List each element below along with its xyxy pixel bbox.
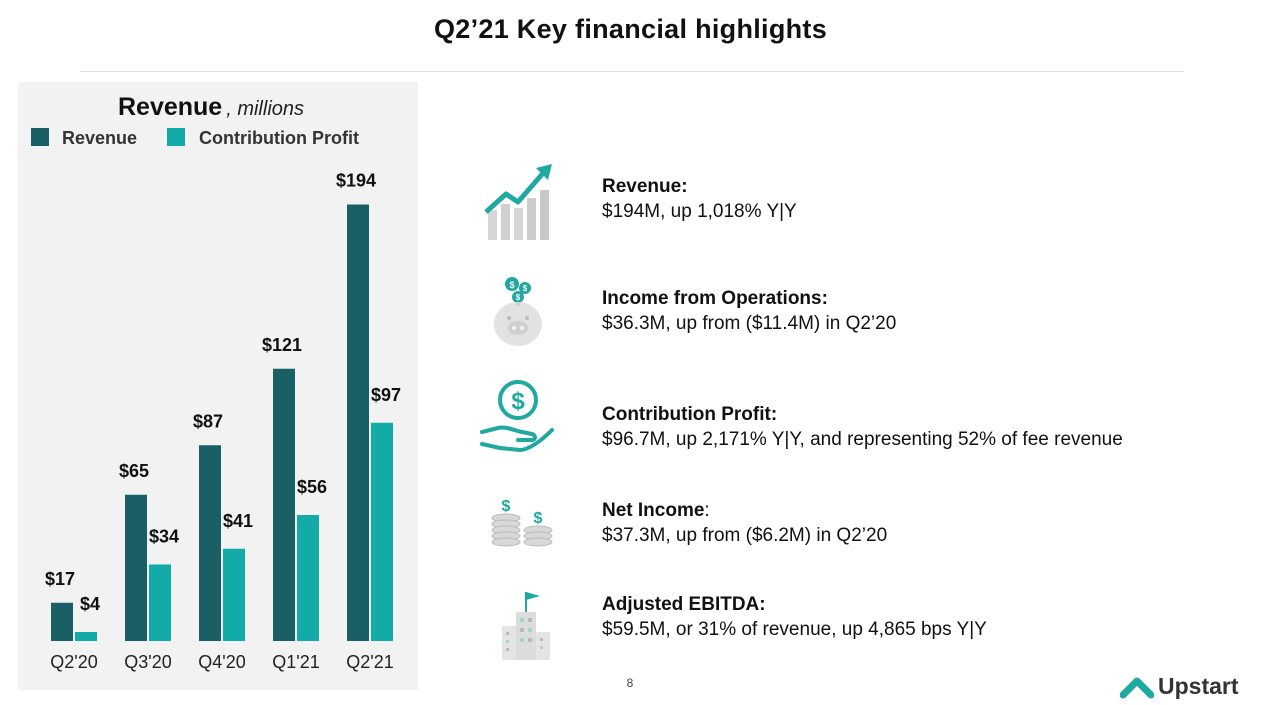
x-tick-label-2: Q4'20 — [198, 652, 245, 672]
building-flag-icon — [502, 592, 550, 660]
highlight-detail: $194M, up 1,018% Y|Y — [602, 201, 797, 222]
x-tick-label-3: Q1'21 — [272, 652, 319, 672]
growth-chart-icon — [484, 164, 552, 240]
svg-text:$: $ — [534, 510, 543, 527]
svg-text:$: $ — [516, 293, 521, 302]
data-label-revenue-2: $87 — [193, 411, 223, 431]
data-label-contribution-profit-3: $56 — [297, 477, 327, 497]
title-divider — [80, 71, 1184, 72]
x-tick-label-1: Q3'20 — [124, 652, 171, 672]
highlight-revenue: Revenue: $194M, up 1,018% Y|Y — [470, 164, 1230, 250]
bar-contribution-profit-3 — [297, 515, 319, 641]
highlight-detail: $96.7M, up 2,171% Y|Y, and representing … — [602, 429, 1123, 450]
highlight-label-separator: : — [704, 500, 710, 521]
highlight-label: Contribution Profit: — [602, 404, 778, 425]
highlight-detail: $37.3M, up from ($6.2M) in Q2’20 — [602, 525, 888, 546]
hand-dollar-icon: $ — [480, 380, 554, 452]
bar-contribution-profit-2 — [223, 548, 245, 641]
data-label-contribution-profit-1: $34 — [149, 527, 179, 547]
legend-swatch-revenue — [31, 128, 49, 146]
bar-revenue-2 — [199, 445, 221, 641]
data-label-revenue-0: $17 — [45, 569, 75, 589]
highlight-label: Net Income — [602, 500, 705, 521]
bar-revenue-0 — [51, 602, 73, 641]
chart-bars: $17$4 Q2'20 $65 $34 Q3'20 $87 $41 Q4'20 $121 $56 Q… — [45, 171, 401, 673]
chart-subtitle: , millions — [226, 98, 304, 120]
svg-text:$: $ — [509, 280, 514, 290]
bar-contribution-profit-4 — [371, 422, 393, 641]
highlight-income-from-operations: $ $ $ Income from Operations: $36.3M, up… — [470, 277, 1230, 360]
upstart-logo-icon — [1120, 677, 1154, 699]
revenue-chart-panel: Revenue, millions Revenue Contribution P… — [18, 82, 418, 690]
svg-text:$: $ — [511, 388, 525, 415]
bar-contribution-profit-0 — [75, 632, 97, 641]
highlight-adjusted-ebitda: Adjusted EBITDA: $59.5M, or 31% of reven… — [470, 590, 1230, 670]
brand-name: Upstart — [1158, 673, 1239, 699]
svg-text:$: $ — [502, 498, 511, 515]
highlight-detail: $59.5M, or 31% of revenue, up 4,865 bps … — [602, 619, 987, 640]
data-label-contribution-profit-2: $41 — [223, 511, 253, 531]
chart-title: Revenue — [118, 93, 222, 121]
highlight-net-income: $ $ Net Income: $37.3M, up from ($6.2M) … — [470, 496, 1230, 576]
x-tick-label-0: Q2'20 — [50, 652, 97, 672]
svg-text:Revenue, millions: Revenue, millions — [118, 93, 304, 121]
bar-revenue-4 — [347, 204, 369, 641]
legend-label-revenue: Revenue — [62, 128, 137, 148]
piggy-bank-icon: $ $ $ — [494, 277, 542, 346]
revenue-bar-chart: Revenue, millions Revenue Contribution P… — [31, 93, 401, 673]
x-tick-label-4: Q2'21 — [346, 652, 393, 672]
highlight-label: Revenue: — [602, 176, 688, 197]
bar-contribution-profit-1 — [149, 564, 171, 641]
data-label-revenue-3: $121 — [262, 335, 302, 355]
highlight-label: Adjusted EBITDA: — [602, 594, 766, 615]
data-label-revenue-4: $194 — [336, 171, 376, 191]
legend-label-contribution-profit: Contribution Profit — [199, 128, 359, 148]
highlight-contribution-profit: $ Contribution Profit: $96.7M, up 2,171%… — [470, 380, 1230, 466]
data-label-revenue-1: $65 — [119, 461, 149, 481]
svg-text:$: $ — [523, 284, 528, 293]
slide-title: Q2’21 Key financial highlights — [433, 14, 828, 44]
legend-swatch-contribution-profit — [167, 128, 185, 146]
highlight-detail: $36.3M, up from ($11.4M) in Q2’20 — [602, 313, 897, 334]
highlight-label: Income from Operations: — [602, 288, 828, 309]
data-label-contribution-profit-0: $4 — [80, 594, 100, 614]
bar-revenue-3 — [273, 368, 295, 641]
data-label-contribution-profit-4: $97 — [371, 385, 401, 405]
bar-revenue-1 — [125, 494, 147, 641]
highlights-list: Revenue: $194M, up 1,018% Y|Y $ $ $ Inco… — [470, 150, 1230, 660]
page-number: 8 — [626, 676, 634, 690]
coin-stacks-icon: $ $ — [491, 498, 553, 547]
